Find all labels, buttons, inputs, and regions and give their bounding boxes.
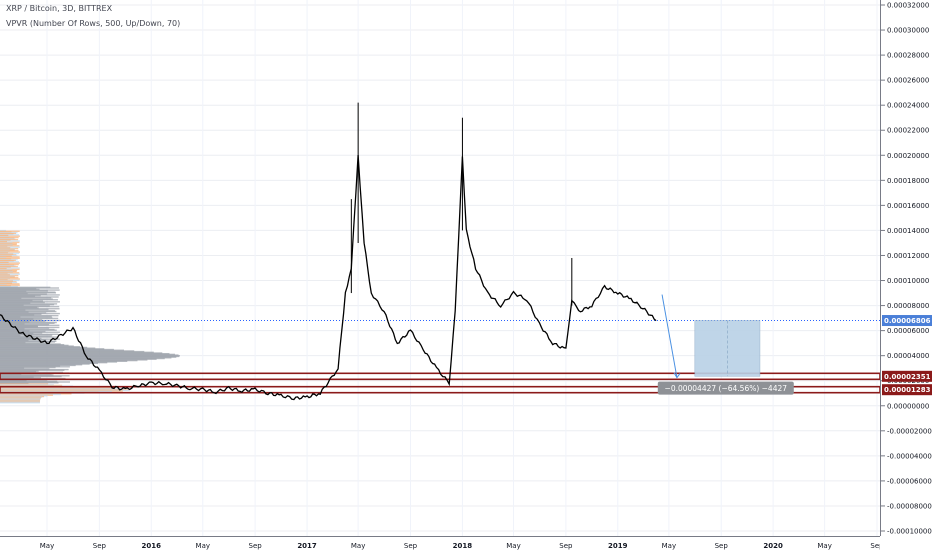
time-axis-labels[interactable]: May Sep 2016 May Sep 2017 May Sep 2018 May Sep 2019… [0, 538, 884, 552]
time-tick-label: May [351, 542, 365, 550]
drawing-overlays[interactable]: −0.00004427 (−64.56%) −4427 [0, 294, 880, 395]
time-tick-label: Sep [249, 542, 263, 550]
volume-profile-bar [0, 234, 20, 236]
level-label: 0.00002351 [884, 373, 931, 381]
volume-profile-bar [0, 267, 20, 269]
price-tick-label: 0.00030000 [887, 27, 929, 35]
volume-profile-bar [0, 256, 20, 258]
arrow-head [673, 372, 681, 379]
volume-profile-bar [0, 322, 55, 324]
price-tick-label: 0.00008000 [887, 302, 929, 310]
level-tag [882, 370, 932, 382]
price-tick-label: 0.00018000 [887, 177, 929, 185]
volume-profile-bar [0, 278, 20, 280]
time-tick-label: Sep [404, 542, 418, 550]
price-tick-label: -0.00010000 [887, 528, 932, 536]
volume-profile-bar [0, 235, 20, 237]
time-tick-label: 2018 [453, 542, 473, 550]
volume-profile-bar [0, 272, 20, 274]
level-label: 0.00001283 [884, 386, 931, 394]
price-tick-label: 0.00026000 [887, 77, 929, 85]
price-tick-label: -0.00004000 [887, 452, 932, 460]
price-tick-label: -0.00002000 [887, 427, 932, 435]
volume-profile-bar [0, 315, 52, 318]
time-tick-label: 2017 [297, 542, 317, 550]
volume-profile-bar [0, 334, 53, 336]
price-tick-label: 0.00028000 [887, 52, 929, 60]
volume-profile-bar [0, 245, 20, 247]
volume-profile-bar [0, 327, 50, 329]
price-tick-label: -0.00008000 [887, 502, 932, 510]
time-tick-label: Sep [870, 542, 880, 550]
time-tick-label: Sep [559, 542, 573, 550]
time-tick-label: Sep [715, 542, 729, 550]
last-price-tag [882, 315, 932, 327]
volume-profile-bar [0, 251, 20, 253]
last-price-label: 0.00006806 [884, 317, 931, 325]
volume-profile-bar [0, 273, 20, 275]
time-tick-label: 2016 [142, 542, 162, 550]
price-tick-label: 0.00024000 [887, 102, 929, 110]
price-tick-label: 0.00032000 [887, 2, 929, 10]
volume-profile-bar [0, 341, 56, 343]
price-axis[interactable]: 0.00032000 0.00030000 0.00028000 0.00026000… [880, 0, 932, 536]
price-line [0, 154, 657, 401]
volume-profile [0, 229, 180, 404]
level-tag [882, 384, 932, 396]
time-tick-label: Sep [93, 542, 107, 550]
price-tick-label: 0.00022000 [887, 127, 929, 135]
volume-profile-bar [0, 402, 41, 404]
projection-arrow[interactable] [661, 294, 678, 378]
time-tick-label: May [662, 542, 676, 550]
time-tick-label: 2020 [763, 542, 783, 550]
volume-profile-bar [0, 261, 19, 263]
time-tick-label: May [506, 542, 520, 550]
price-chart[interactable]: −0.00004427 (−64.56%) −4427 [0, 0, 880, 536]
measure-label-bg [657, 381, 794, 395]
price-tick-label: 0.00014000 [887, 227, 929, 235]
time-tick-label: May [196, 542, 210, 550]
volume-profile-bar [0, 366, 56, 369]
legend-indicator[interactable]: VPVR (Number Of Rows, 500, Up/Down, 70) [6, 19, 181, 28]
time-tick-label: 2019 [608, 542, 628, 550]
price-tick-label: 0.00020000 [887, 152, 929, 160]
price-series [0, 102, 657, 401]
price-tick-label: 0.00010000 [887, 277, 929, 285]
volume-profile-bar [0, 262, 20, 264]
price-tick-label: 0.00004000 [887, 352, 929, 360]
price-tick-label: 0.00016000 [887, 202, 929, 210]
grid [0, 0, 880, 536]
volume-profile-bar [0, 283, 20, 285]
price-tick-label: 0.00012000 [887, 252, 929, 260]
price-tick-label: -0.00006000 [887, 477, 932, 485]
volume-profile-bar [0, 240, 20, 242]
horizontal-level[interactable] [0, 385, 880, 394]
volume-profile-bar [0, 292, 57, 294]
time-tick-label: May [817, 542, 831, 550]
legend-title[interactable]: XRP / Bitcoin, 3D, BITTREX [6, 4, 113, 13]
volume-profile-bar [0, 382, 59, 384]
time-tick-label: May [40, 542, 54, 550]
time-axis[interactable]: May Sep 2016 May Sep 2017 May Sep 2018 May Sep 2019… [0, 536, 884, 552]
price-tick-label: 0.00006000 [887, 327, 929, 335]
price-axis-labels[interactable]: 0.00032000 0.00030000 0.00028000 0.00026000… [881, 0, 932, 536]
volume-profile-bar [0, 296, 52, 299]
price-tick-label: 0.00000000 [887, 402, 929, 410]
chart-plot-area[interactable]: −0.00004427 (−64.56%) −4427 XRP / Bitcoi… [0, 0, 880, 536]
measure-label: −0.00004427 (−64.56%) −4427 [665, 384, 788, 393]
volume-profile-bar [0, 303, 55, 306]
